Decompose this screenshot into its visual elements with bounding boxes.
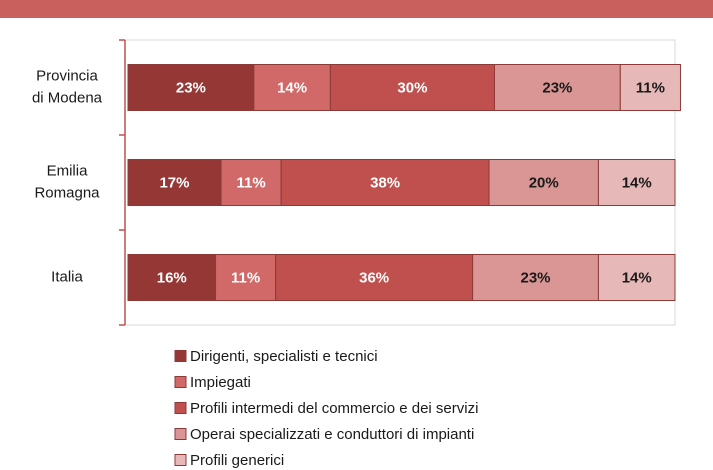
legend-swatch [174,350,187,362]
legend-swatch [174,376,187,388]
data-label: 17% [159,174,189,191]
bar-segment [127,159,222,206]
data-label: 23% [542,79,572,96]
y-tick-label-line: Emilia [47,162,88,179]
data-label: 11% [636,79,665,96]
bar-segment [280,159,490,206]
bar-segment [472,254,599,301]
y-tick-label-line: Italia [51,268,83,285]
data-label: 36% [359,269,389,286]
legend-label: Operai specializzati e conduttori di imp… [190,426,474,443]
bar-segment [619,64,681,111]
bar-segment [127,64,255,111]
legend-label: Dirigenti, specialisti e tecnici [190,348,378,365]
data-label: 30% [397,79,427,96]
bar-segment [253,64,331,111]
data-label: 14% [277,79,307,96]
y-tick-label-line: Provincia [36,67,98,84]
legend-swatch [174,454,187,466]
y-tick-label-line: di Modena [32,89,103,106]
data-label: 23% [176,79,206,96]
data-label: 11% [231,269,260,286]
data-label: 23% [520,269,550,286]
y-tick-label: Provincia di Modena [32,67,103,106]
header-band [0,0,713,18]
data-label: 11% [236,174,265,191]
legend-swatch [174,428,187,440]
data-label: 38% [370,174,400,191]
y-tick-label: Italia [51,268,83,285]
data-label: 20% [529,174,559,191]
bar-segment [597,254,676,301]
y-tick-label-line: Romagna [34,184,100,201]
legend-swatch [174,402,187,414]
bar-segment [215,254,277,301]
bar-segment [597,159,676,206]
bar-segment [329,64,495,111]
y-tick-label: Emilia Romagna [34,162,100,201]
bar-segment [493,64,621,111]
data-label: 14% [622,174,652,191]
legend-label: Profili intermedi del commercio e dei se… [190,400,478,417]
data-label: 14% [622,269,652,286]
legend-label: Impiegati [190,374,251,391]
legend-label: Profili generici [190,452,284,469]
data-label: 16% [157,269,187,286]
